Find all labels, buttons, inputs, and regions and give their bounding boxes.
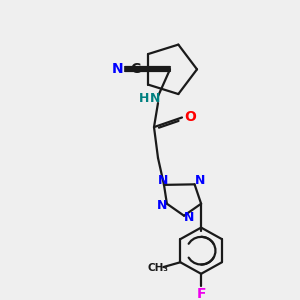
Text: F: F: [196, 287, 206, 300]
Text: C: C: [130, 62, 140, 76]
Text: N: N: [150, 92, 160, 105]
Text: N: N: [112, 62, 124, 76]
Text: O: O: [184, 110, 196, 124]
Text: N: N: [194, 174, 205, 187]
Text: N: N: [157, 199, 167, 212]
Text: CH₃: CH₃: [148, 263, 169, 273]
Text: N: N: [184, 211, 194, 224]
Text: N: N: [158, 174, 168, 187]
Text: H: H: [139, 92, 149, 105]
